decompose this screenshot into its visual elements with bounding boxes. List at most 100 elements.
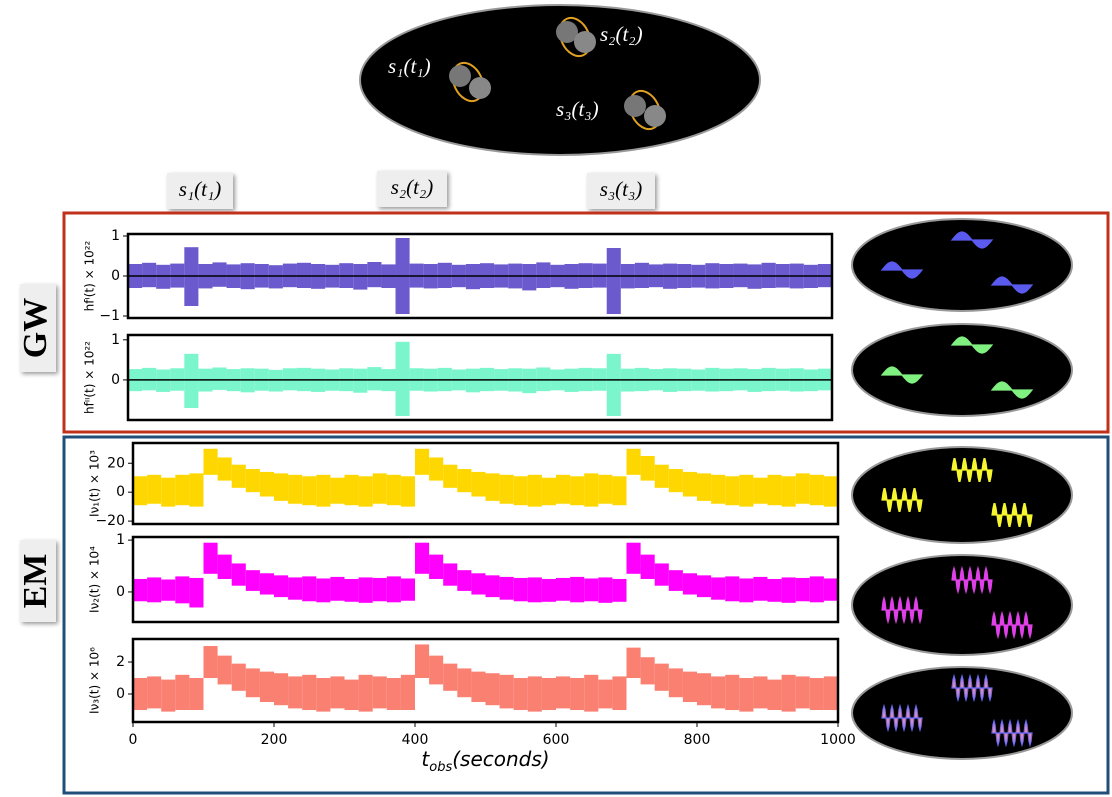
signal-band: [302, 576, 316, 601]
y-tick-label: 0: [111, 372, 120, 388]
x-tick-label: 600: [543, 732, 570, 748]
signal-band: [753, 676, 767, 708]
signal-band: [683, 672, 697, 702]
signal-band: [353, 369, 367, 393]
signal-band: [353, 264, 367, 290]
x-axis-label-part: obs: [429, 760, 452, 775]
signal-band: [598, 680, 612, 709]
signal-band: [345, 579, 359, 602]
signal-band: [796, 473, 810, 503]
signal-band: [359, 577, 373, 602]
signal-band: [556, 475, 570, 504]
signal-band: [288, 475, 302, 504]
page: {"diagram":{"sources":["s₁(t₁)","s₂(t₂)"…: [0, 0, 1112, 797]
signal-band: [288, 577, 302, 599]
signal-band: [443, 465, 457, 488]
signal-band: [218, 656, 232, 685]
signal-band: [189, 473, 203, 506]
plots: −101hfᴵ(t) × 10²²01hfᴵᴵ(t) × 10²²−20020I…: [83, 228, 856, 775]
signal-band: [514, 578, 528, 601]
signal-band: [218, 457, 232, 480]
signal-band: [522, 264, 536, 290]
signal-band: [269, 265, 283, 288]
signal-band: [725, 576, 739, 601]
signal-band: [387, 576, 401, 602]
signal-band: [345, 475, 359, 505]
signal-band: [655, 465, 669, 488]
signal-band: [367, 367, 381, 390]
source-label: s₃(t₃): [556, 97, 599, 121]
signal-band: [627, 449, 641, 475]
y-tick-label: −1: [99, 308, 120, 324]
x-tick-label: 0: [129, 732, 138, 748]
signal-band: [528, 676, 542, 711]
signal-band: [443, 664, 457, 691]
signal-band: [542, 678, 556, 710]
signal-band: [683, 472, 697, 497]
signal-band: [457, 469, 471, 492]
signal-band: [457, 570, 471, 591]
group-label: EM: [17, 554, 54, 609]
signal-band: [457, 668, 471, 697]
signal-band: [641, 657, 655, 684]
signal-band: [288, 676, 302, 708]
y-tick-label: 1: [116, 532, 125, 548]
signal-band: [142, 368, 156, 390]
y-axis-label: Iν₂(t) × 10⁴: [88, 546, 102, 613]
signal-band: [697, 575, 711, 597]
signal-band: [669, 469, 683, 492]
signal-band: [359, 675, 373, 712]
signal-band: [725, 476, 739, 505]
signal-band: [387, 678, 401, 710]
y-tick-label: 1: [111, 228, 120, 244]
signal-band: [471, 472, 485, 497]
signal-band: [189, 678, 203, 710]
signal-band: [584, 675, 598, 712]
signal-band: [175, 475, 189, 505]
signal-band: [542, 478, 556, 505]
signal-band: [330, 478, 344, 504]
x-tick-label: 400: [402, 732, 429, 748]
signal-band: [514, 476, 528, 505]
signal-band: [486, 473, 500, 500]
x-axis-label-part: (seconds): [452, 747, 549, 771]
signal-band: [274, 673, 288, 705]
y-axis-label: Iν₁(t) × 10³: [88, 450, 102, 517]
signal-band: [246, 469, 260, 492]
signal-band: [316, 678, 330, 712]
signal-band: [612, 676, 626, 710]
signal-band: [739, 678, 753, 712]
signal-band: [514, 678, 528, 710]
x-tick-label: 200: [261, 732, 288, 748]
signal-band: [429, 457, 443, 480]
signal-band: [161, 478, 175, 507]
x-tick-label: 1000: [820, 732, 856, 748]
signal-band: [246, 668, 260, 697]
signal-band: [641, 555, 655, 579]
source-label: s₂(t₂): [600, 22, 643, 46]
signal-band: [536, 262, 550, 288]
signal-band: [739, 475, 753, 507]
signal-band: [316, 578, 330, 602]
signal-band: [359, 476, 373, 506]
signal-band: [711, 577, 725, 599]
signal-band: [542, 579, 556, 602]
signal-band: [584, 473, 598, 506]
signal-band: [161, 580, 175, 601]
signal-band: [683, 573, 697, 594]
signal-band: [133, 678, 147, 710]
signal-band: [570, 577, 584, 602]
signal-band: [133, 476, 147, 505]
signal-band: [697, 473, 711, 500]
signal-band: [824, 578, 838, 600]
x-tick-label: 800: [684, 732, 711, 748]
marker-label: s₁(t₁): [179, 177, 222, 201]
signal-band: [396, 342, 410, 416]
signal-band: [212, 262, 226, 286]
signal-band: [161, 680, 175, 712]
signal-band: [232, 664, 246, 691]
signal-band: [486, 575, 500, 597]
signal-band: [218, 555, 232, 579]
signal-band: [443, 563, 457, 585]
y-tick-label: 20: [107, 455, 125, 471]
